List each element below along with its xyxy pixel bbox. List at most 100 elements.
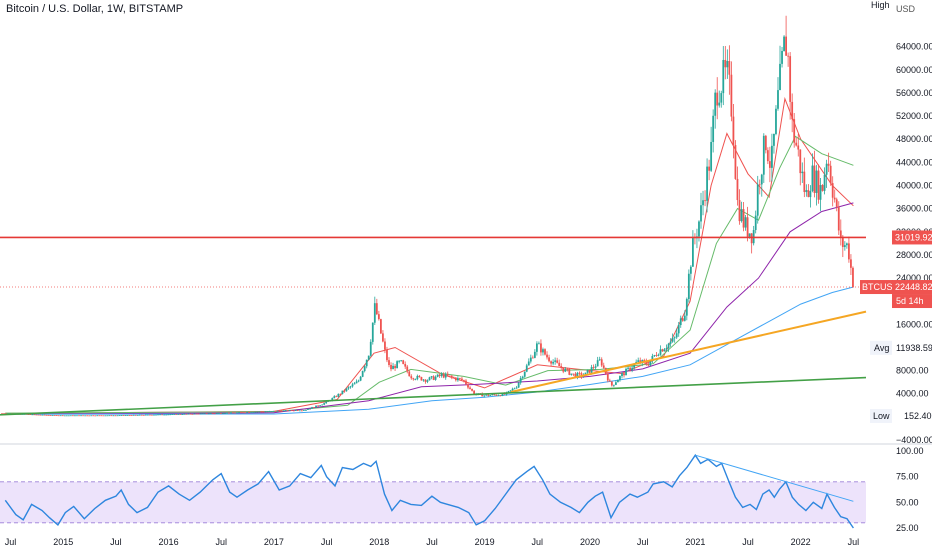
candle-body bbox=[625, 368, 627, 376]
price-tick-label: 24000.00 bbox=[896, 273, 932, 283]
price-tick-label: 56000.00 bbox=[896, 88, 932, 98]
candle-body bbox=[467, 384, 469, 388]
candle-body bbox=[404, 363, 407, 367]
candle-body bbox=[631, 367, 634, 371]
candle-body bbox=[232, 412, 234, 414]
candle-body bbox=[803, 171, 806, 193]
candle-body bbox=[260, 411, 263, 413]
candle-body bbox=[706, 166, 708, 201]
axes: 64000.00 60000.00 56000.00 52000.00 48000.00… bbox=[5, 0, 932, 547]
candle-body bbox=[367, 355, 370, 360]
candle-body bbox=[758, 184, 761, 186]
candle-body bbox=[771, 145, 773, 168]
candle-body bbox=[136, 414, 139, 416]
candle-body bbox=[811, 165, 814, 192]
candle-body bbox=[333, 396, 336, 399]
candle-body bbox=[80, 415, 82, 417]
candle-body bbox=[213, 413, 216, 415]
candle-body bbox=[382, 333, 384, 342]
candle-body bbox=[801, 171, 804, 174]
x-tick-label: 2021 bbox=[685, 537, 705, 547]
candle-body bbox=[598, 359, 601, 361]
candle-body bbox=[519, 378, 522, 383]
candle-body bbox=[219, 413, 222, 414]
candle-body bbox=[181, 414, 184, 415]
candle-body bbox=[146, 414, 149, 416]
candle-body bbox=[134, 414, 137, 416]
candle-body bbox=[566, 368, 569, 370]
candle-body bbox=[752, 230, 755, 244]
candle-body bbox=[681, 318, 684, 321]
candle-body bbox=[608, 380, 611, 382]
candle-body bbox=[47, 414, 50, 416]
candle-body bbox=[515, 387, 518, 389]
candle-body bbox=[309, 408, 311, 410]
candle-body bbox=[226, 412, 228, 414]
x-tick-label: 2016 bbox=[159, 537, 179, 547]
low-tag bbox=[870, 408, 892, 423]
candle-body bbox=[669, 341, 672, 344]
candle-body bbox=[305, 410, 307, 411]
candle-body bbox=[339, 393, 342, 395]
candle-body bbox=[667, 343, 670, 348]
candle-body bbox=[418, 375, 421, 378]
candle-body bbox=[215, 413, 218, 414]
candle-body bbox=[394, 365, 396, 369]
price-tick-label: 36000.00 bbox=[896, 204, 932, 214]
candle-body bbox=[31, 414, 34, 416]
candle-body bbox=[365, 359, 368, 367]
x-tick-label: 2018 bbox=[369, 537, 389, 547]
candle-body bbox=[384, 341, 386, 350]
price-tick-label: 44000.00 bbox=[896, 157, 932, 167]
candle-body bbox=[527, 361, 530, 366]
candle-body bbox=[274, 410, 277, 412]
candle-body bbox=[839, 230, 842, 237]
x-tick-label: Jul bbox=[532, 537, 544, 547]
candle-body bbox=[671, 338, 674, 342]
candle-body bbox=[588, 370, 591, 373]
candle-body bbox=[766, 150, 769, 162]
candle-body bbox=[276, 410, 279, 412]
candle-body bbox=[525, 365, 528, 372]
candle-body bbox=[448, 375, 451, 377]
candle-body bbox=[848, 243, 850, 260]
candle-body bbox=[153, 414, 155, 416]
candle-body bbox=[347, 387, 350, 389]
candle-body bbox=[187, 413, 190, 415]
candle-body bbox=[602, 365, 605, 368]
candle-body bbox=[456, 378, 459, 381]
candle-body bbox=[730, 74, 733, 117]
candle-body bbox=[436, 374, 439, 377]
candle-body bbox=[55, 415, 58, 416]
candle-body bbox=[529, 357, 532, 362]
candle-body bbox=[829, 165, 832, 184]
avg-tag-label: Avg bbox=[874, 343, 889, 353]
price-tick-label: 48000.00 bbox=[896, 134, 932, 144]
candle-body bbox=[284, 410, 287, 412]
candle-body bbox=[485, 394, 488, 396]
x-tick-label: Jul bbox=[426, 537, 438, 547]
candle-body bbox=[112, 415, 115, 417]
candle-body bbox=[450, 375, 453, 378]
candle-body bbox=[813, 165, 816, 193]
rsi-tick-label: 100.00 bbox=[896, 446, 924, 456]
candle-body bbox=[473, 390, 475, 395]
candle-body bbox=[3, 413, 5, 415]
candle-body bbox=[236, 412, 238, 414]
candle-body bbox=[116, 415, 119, 417]
candle-body bbox=[353, 383, 356, 385]
candle-body bbox=[86, 415, 89, 417]
candle-body bbox=[252, 412, 255, 413]
chart-title: Bitcoin / U.S. Dollar, 1W, BITSTAMP bbox=[6, 3, 184, 15]
candle-body bbox=[454, 377, 457, 381]
candle-body bbox=[805, 190, 808, 193]
candle-body bbox=[606, 373, 609, 381]
candle-body bbox=[651, 355, 654, 361]
candle-body bbox=[317, 405, 319, 407]
candle-body bbox=[643, 360, 646, 362]
candle-body bbox=[130, 415, 133, 416]
candle-body bbox=[207, 413, 210, 415]
avg-tag bbox=[870, 340, 892, 355]
candle-body bbox=[799, 149, 802, 174]
candle-body bbox=[67, 415, 70, 417]
